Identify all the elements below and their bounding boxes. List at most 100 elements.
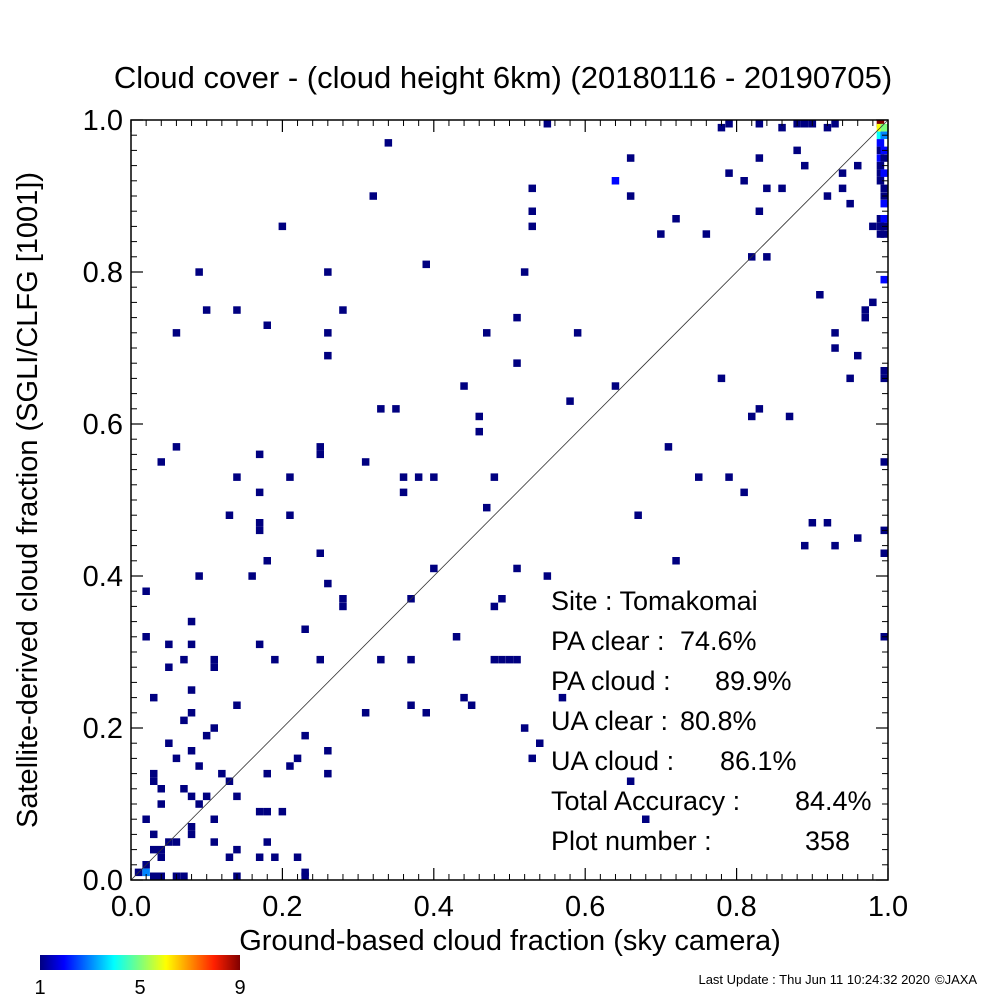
data-cell (165, 663, 173, 671)
data-cell (498, 595, 506, 603)
data-cell (301, 872, 309, 880)
data-cell (301, 731, 309, 740)
data-cell (801, 541, 809, 550)
data-cell (180, 655, 188, 664)
y-axis-ticks: 0.0 0.2 0.4 0.6 0.8 1.0 (83, 105, 888, 897)
data-cell (528, 207, 536, 215)
data-cell (528, 184, 536, 193)
data-cell (172, 443, 181, 451)
stat-label: Plot number : (551, 826, 712, 856)
data-cell (467, 701, 476, 709)
data-cell (263, 321, 271, 329)
colorbar-tick-label: 5 (134, 977, 145, 999)
data-cell (763, 253, 771, 261)
data-cell (187, 617, 196, 626)
data-cell (801, 120, 809, 128)
data-cell (142, 868, 150, 877)
data-cell (846, 374, 854, 383)
data-cell (157, 458, 165, 466)
data-cell (460, 693, 468, 702)
stat-value: 84.4% (795, 786, 872, 816)
data-cell (263, 557, 271, 565)
stats-box: Site : Tomakomai PA clear : 74.6% PA cloud … (551, 586, 872, 856)
data-cell (543, 572, 552, 580)
data-cell (880, 275, 888, 284)
copyright-text: ©JAXA (935, 972, 977, 987)
data-cell (361, 458, 370, 466)
data-cell (725, 169, 733, 177)
y-tick-label: 0.8 (83, 257, 123, 289)
data-cell (823, 192, 832, 200)
data-cell (316, 443, 324, 451)
y-tick-label: 1.0 (83, 105, 123, 137)
data-cell (513, 564, 521, 573)
colorbar-ticks: 1 5 9 (34, 977, 245, 999)
data-cell (838, 169, 847, 177)
data-cell (664, 443, 673, 451)
data-cell (255, 853, 264, 861)
data-cell (210, 655, 218, 664)
data-cell (626, 154, 635, 162)
data-cell (505, 655, 514, 664)
data-cell (611, 382, 620, 390)
data-cell (475, 427, 483, 436)
y-tick-label: 0.2 (83, 713, 123, 745)
data-cell (202, 306, 211, 314)
data-cell (831, 541, 839, 550)
data-cell (384, 139, 393, 147)
data-cell (278, 807, 287, 816)
data-cell (248, 572, 256, 580)
data-cell (876, 177, 885, 185)
data-cell (233, 701, 241, 709)
data-cell (210, 724, 218, 732)
stat-value: 80.8% (680, 706, 757, 736)
data-cell (528, 754, 536, 763)
data-cell (880, 199, 888, 208)
data-cell (407, 655, 415, 664)
data-cell (876, 215, 885, 223)
data-cell (202, 731, 211, 740)
data-cell (142, 587, 150, 595)
stat-label: UA cloud : (551, 746, 674, 776)
data-cell (642, 815, 650, 823)
data-cell (316, 450, 324, 459)
stat-label: PA cloud : (551, 666, 671, 696)
data-cell (460, 382, 468, 390)
data-cell (861, 313, 869, 322)
data-cell (150, 830, 158, 839)
data-cell (520, 724, 529, 732)
data-cell (763, 184, 771, 193)
data-cell (543, 120, 552, 128)
data-cell (748, 412, 756, 421)
data-cell (255, 519, 264, 527)
data-cell (831, 329, 839, 337)
data-cell (755, 154, 764, 162)
data-cell (180, 872, 188, 880)
data-cell (316, 549, 324, 557)
data-cell (778, 184, 786, 193)
data-cell (520, 268, 529, 276)
data-cell (846, 199, 854, 208)
data-cell (278, 222, 287, 231)
data-cell (702, 230, 711, 238)
y-axis-label: Satellite-derived cloud fraction (SGLI/C… (12, 172, 44, 828)
data-cell (528, 222, 536, 231)
data-cell (165, 640, 173, 649)
x-tick-label: 1.0 (868, 891, 908, 923)
data-cell (876, 161, 885, 170)
data-cell (202, 792, 211, 801)
data-cell (263, 769, 271, 778)
colorbar-tick-label: 1 (34, 977, 45, 999)
stat-label: PA clear : (551, 626, 665, 656)
data-cell (513, 655, 521, 664)
data-cell (626, 777, 635, 785)
data-cell (255, 807, 264, 816)
stat-value: 358 (805, 826, 850, 856)
last-update-text: Last Update : Thu Jun 11 10:24:32 2020 (698, 972, 930, 987)
data-cell (475, 412, 483, 421)
data-cell (286, 511, 294, 519)
y-tick-label: 0.0 (83, 865, 123, 897)
data-cell (150, 777, 158, 785)
data-cell (672, 557, 680, 565)
data-cell (150, 845, 158, 854)
